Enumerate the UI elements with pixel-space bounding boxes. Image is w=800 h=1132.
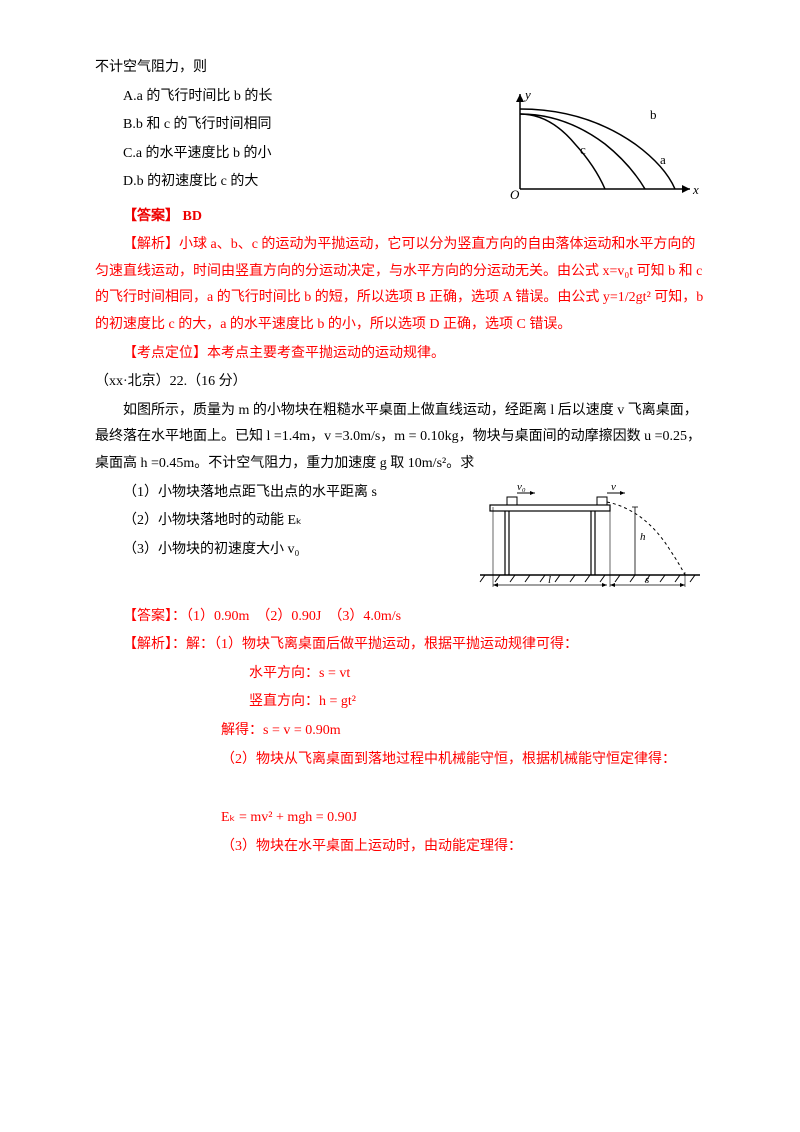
answer-1-label: 【答案】 BD [95,204,705,231]
svg-text:s: s [645,574,649,586]
solution-p3: （3）物块在水平桌面上运动时，由动能定理得： [95,834,705,861]
choices-block: A.a 的飞行时间比 b 的长 B.b 和 c 的飞行时间相同 C.a 的水平速… [95,84,495,198]
figure-1-projectile-curves: O x y b a c [495,84,705,204]
q2-header: （xx·北京）22.（16 分） [95,369,705,396]
q2-stem: 如图所示，质量为 m 的小物块在粗糙水平桌面上做直线运动，经距离 l 后以速度 … [95,398,705,478]
spacer-2 [95,775,705,805]
topic-label: 【考点定位】 [123,346,207,361]
svg-text:b: b [650,107,657,122]
solution-solve: 解得：s = v = 0.90m [95,718,705,745]
q2-part2: （2）小物块落地时的动能 Eₖ [123,508,465,535]
svg-text:x: x [692,182,699,197]
solution-h: 水平方向：s = vt [95,661,705,688]
q2-parts-row: （1）小物块落地点距飞出点的水平距离 s （2）小物块落地时的动能 Eₖ （3）… [95,480,705,590]
svg-text:O: O [510,187,520,202]
choice-d: D.b 的初速度比 c 的大 [123,169,495,196]
svg-text:c: c [580,142,586,157]
solution-line-1: 【解析】：解：（1）物块飞离桌面后做平抛运动，根据平抛运动规律可得： [95,632,705,659]
choice-b: B.b 和 c 的飞行时间相同 [123,112,495,139]
q2-part3: （3）小物块的初速度大小 v₀ [123,537,465,564]
analysis-body: 小球 a、b、c 的运动为平抛运动，它可以分为竖直方向的自由落体运动和水平方向的… [95,237,703,332]
solution-ek: Eₖ = mv² + mgh = 0.90J [95,805,705,832]
q2-parts-left: （1）小物块落地点距飞出点的水平距离 s （2）小物块落地时的动能 Eₖ （3）… [95,480,465,566]
topic-1: 【考点定位】本考点主要考查平抛运动的运动规律。 [95,341,705,368]
figure-2-table-diagram: v₀ v h l s [475,480,705,590]
svg-text:h: h [640,531,646,543]
choices-row: A.a 的飞行时间比 b 的长 B.b 和 c 的飞行时间相同 C.a 的水平速… [95,84,705,204]
solution-p1: ：解：（1）物块飞离桌面后做平抛运动，根据平抛运动规律可得： [172,637,578,652]
answer-2: 【答案】：（1）0.90m （2）0.90J （3）4.0m/s [95,604,705,631]
topic-body: 本考点主要考查平抛运动的运动规律。 [207,346,445,361]
solution-p2: （2）物块从飞离桌面到落地过程中机械能守恒，根据机械能守恒定律得： [95,747,705,774]
intro-line: 不计空气阻力，则 [95,55,705,82]
page-container: 不计空气阻力，则 A.a 的飞行时间比 b 的长 B.b 和 c 的飞行时间相同… [0,0,800,1132]
svg-text:y: y [523,87,531,102]
svg-text:v₀: v₀ [517,481,526,493]
analysis-1: 【解析】小球 a、b、c 的运动为平抛运动，它可以分为竖直方向的自由落体运动和水… [95,232,705,338]
solution-v: 竖直方向：h = gt² [95,689,705,716]
choice-a: A.a 的飞行时间比 b 的长 [123,84,495,111]
spacer-1 [95,590,705,604]
q2-part1: （1）小物块落地点距飞出点的水平距离 s [123,480,465,507]
analysis-label: 【解析】 [123,237,179,252]
choice-c: C.a 的水平速度比 b 的小 [123,141,495,168]
svg-text:v: v [611,481,616,493]
solution-label: 【解析】 [123,637,172,652]
svg-text:l: l [548,574,551,586]
svg-text:a: a [660,152,666,167]
